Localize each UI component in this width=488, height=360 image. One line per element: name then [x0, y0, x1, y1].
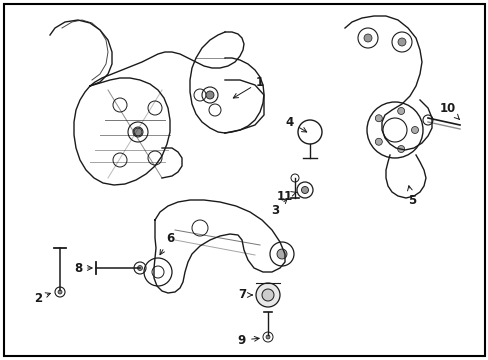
- Circle shape: [397, 145, 404, 153]
- Text: 4: 4: [285, 116, 306, 132]
- Text: 3: 3: [270, 199, 286, 216]
- Circle shape: [58, 290, 62, 294]
- Text: 9: 9: [237, 333, 259, 346]
- Text: 7: 7: [238, 288, 252, 302]
- Text: 8: 8: [74, 261, 92, 274]
- Circle shape: [397, 108, 404, 114]
- Text: 10: 10: [439, 102, 459, 120]
- Circle shape: [411, 126, 418, 134]
- Circle shape: [397, 38, 405, 46]
- Circle shape: [137, 266, 142, 270]
- Text: 11: 11: [276, 189, 296, 202]
- Circle shape: [265, 335, 269, 339]
- Circle shape: [375, 115, 382, 122]
- Circle shape: [301, 186, 308, 194]
- Text: 2: 2: [34, 292, 50, 305]
- Circle shape: [262, 289, 273, 301]
- Circle shape: [363, 34, 371, 42]
- Text: 1: 1: [233, 76, 264, 98]
- Text: 5: 5: [407, 186, 415, 207]
- Circle shape: [276, 249, 286, 259]
- Circle shape: [205, 91, 214, 99]
- Circle shape: [375, 138, 382, 145]
- Text: 6: 6: [160, 231, 174, 255]
- Circle shape: [256, 283, 280, 307]
- Circle shape: [134, 128, 142, 136]
